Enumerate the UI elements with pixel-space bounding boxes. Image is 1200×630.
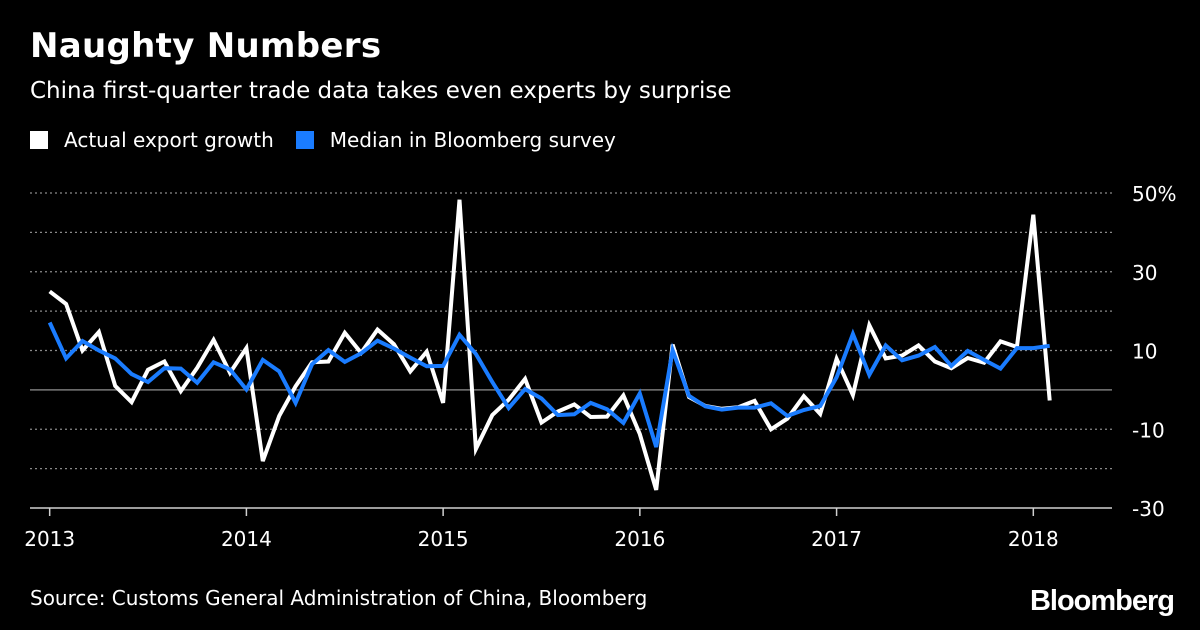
- legend-label-actual: Actual export growth: [64, 128, 274, 152]
- grid-layer: [30, 192, 1112, 470]
- legend-item-actual: Actual export growth: [30, 128, 274, 152]
- source-note: Source: Customs General Administration o…: [30, 586, 648, 610]
- chart-subtitle: China first-quarter trade data takes eve…: [30, 78, 732, 104]
- x-tick-label: 2014: [221, 527, 272, 551]
- legend-swatch-actual: [30, 131, 48, 149]
- legend: Actual export growth Median in Bloomberg…: [30, 128, 638, 152]
- x-tick-label: 2015: [418, 527, 469, 551]
- legend-swatch-median: [295, 131, 314, 149]
- legend-label-median: Median in Bloomberg survey: [329, 128, 616, 152]
- axis-layer: 50% 30 10 -10 -30 2013 2014 2015 2016 2017 2018: [24, 182, 1176, 551]
- series-line-actual-export-growth: [48, 199, 1052, 491]
- x-tick-label: 2017: [811, 527, 862, 551]
- legend-item-median: Median in Bloomberg survey: [295, 128, 616, 152]
- x-tick-label: 2016: [614, 527, 665, 551]
- y-tick-label: 30: [1132, 261, 1157, 285]
- y-tick-label: -10: [1132, 418, 1165, 442]
- y-tick-label: 50%: [1132, 182, 1176, 206]
- series-line-median-survey: [47, 321, 1050, 448]
- bloomberg-logo: Bloomberg: [1029, 585, 1175, 617]
- y-tick-label: 10: [1132, 340, 1157, 364]
- x-tick-label: 2018: [1008, 527, 1059, 551]
- series-layer: [47, 199, 1052, 491]
- y-tick-label: -30: [1132, 497, 1165, 521]
- chart-title: Naughty Numbers: [30, 26, 382, 66]
- x-tick-label: 2013: [24, 527, 75, 551]
